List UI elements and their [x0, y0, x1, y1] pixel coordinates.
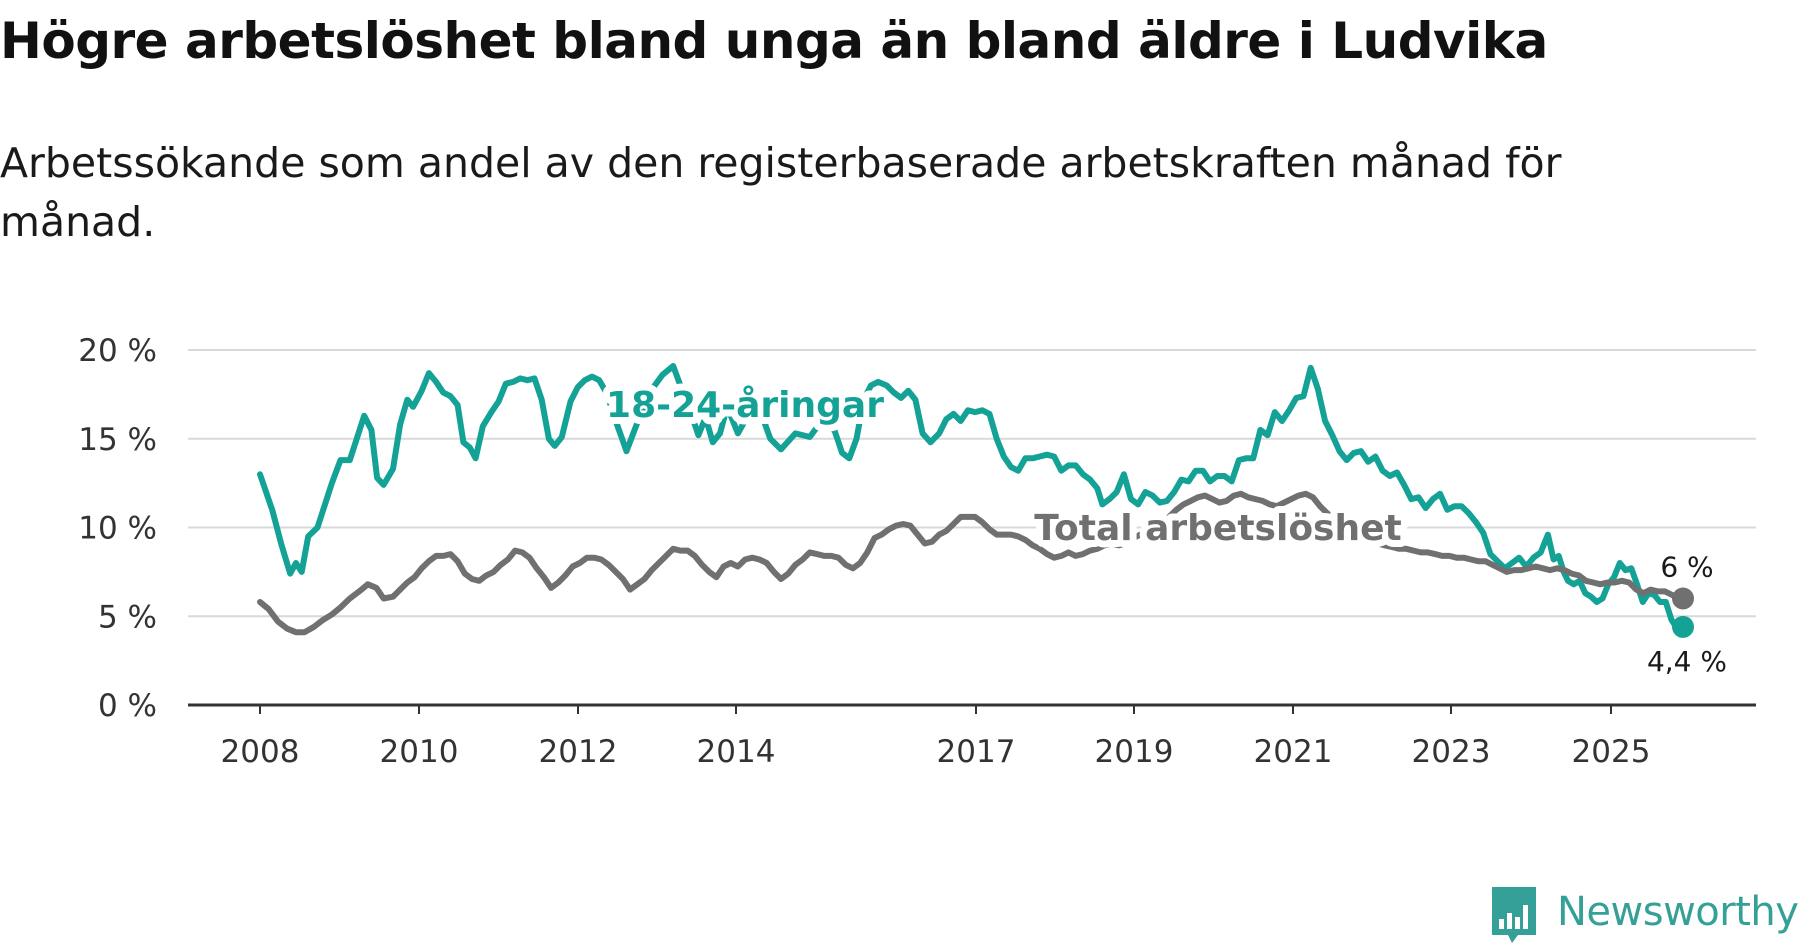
x-tick-label: 2010	[380, 734, 459, 770]
x-tick-label: 2019	[1095, 734, 1174, 770]
bar-chart-logo-icon	[1492, 887, 1536, 943]
x-tick-label: 2012	[539, 734, 618, 770]
x-tick-label: 2025	[1572, 734, 1651, 770]
x-tick-label: 2014	[697, 734, 776, 770]
y-tick-label: 10 %	[78, 511, 157, 547]
grid-layer	[188, 349, 1756, 707]
series-end-label: 6 %	[1660, 551, 1713, 584]
newsworthy-logo: Newsworthy	[1488, 885, 1800, 945]
chart-subtitle: Arbetssökande som andel av den registerb…	[0, 139, 1562, 246]
x-tick-label: 2023	[1412, 734, 1491, 770]
series-line	[257, 490, 1686, 636]
y-axis: 0 % 5 % 10 % 15 % 20 %	[78, 333, 157, 724]
y-tick-label: 5 %	[98, 599, 157, 635]
series-end-point	[1672, 615, 1694, 638]
series-end-point	[1672, 587, 1694, 610]
series-end-label: 4,4 %	[1647, 645, 1727, 678]
series-line	[257, 363, 1686, 632]
series-lines	[257, 363, 1694, 638]
x-axis: 2008 2010 2012 2014 2017 2019 2021 2023 2025	[221, 705, 1651, 770]
x-tick-label: 2017	[937, 734, 1016, 770]
chart-title: Högre arbetslöshet bland unga än bland ä…	[0, 12, 1548, 70]
series-label: Total arbetslöshet	[1034, 508, 1402, 549]
x-tick-label: 2008	[221, 734, 300, 770]
y-tick-label: 0 %	[98, 688, 157, 724]
x-tick-label: 2021	[1254, 734, 1333, 770]
series-labels: 4,4 % 18-24-åringar 6 % Total arbetslöshet	[599, 378, 1727, 678]
y-tick-label: 15 %	[78, 422, 157, 458]
brand-name: Newsworthy	[1557, 889, 1799, 935]
y-tick-label: 20 %	[78, 333, 157, 369]
series-label: 18-24-åringar	[606, 385, 884, 426]
